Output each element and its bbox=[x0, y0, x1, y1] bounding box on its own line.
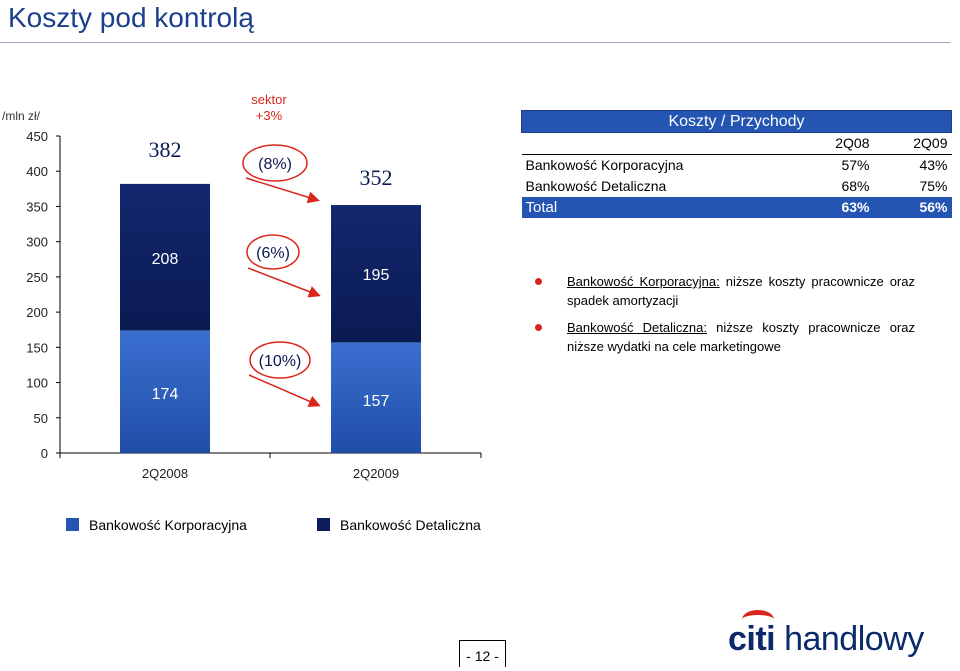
unit-label: /mln zł/ bbox=[2, 109, 41, 123]
change-arrow bbox=[245, 177, 320, 204]
y-tick-label: 250 bbox=[26, 270, 48, 285]
page-number: - 12 - bbox=[459, 640, 506, 667]
title-divider bbox=[0, 42, 950, 43]
corporate-change-oval bbox=[249, 341, 311, 379]
total-label: Total bbox=[521, 197, 796, 218]
legend-swatch bbox=[66, 518, 79, 531]
list-item: Bankowość Detaliczna: niższe koszty prac… bbox=[535, 318, 915, 356]
legend-swatch bbox=[317, 518, 330, 531]
legend-label: Bankowość Detaliczna bbox=[340, 517, 481, 533]
row-label: Bankowość Detaliczna bbox=[525, 178, 667, 194]
total-value: 63% bbox=[795, 197, 874, 218]
list-item: Bankowość Korporacyjna: niższe koszty pr… bbox=[535, 272, 915, 310]
bullet-lead: Bankowość Detaliczna: bbox=[567, 320, 707, 335]
x-tick-label: 2Q2008 bbox=[142, 466, 188, 481]
y-tick-label: 450 bbox=[26, 129, 48, 144]
total-change-label: (8%) bbox=[258, 156, 292, 173]
x-axis: 2Q2008 2Q2009 bbox=[59, 452, 482, 481]
page-title: Koszty pod kontrolą bbox=[8, 2, 254, 33]
x-tick-label: 2Q2009 bbox=[353, 466, 399, 481]
table-row: Bankowość Korporacyjna 57% 43% bbox=[522, 155, 952, 177]
y-tick-label: 200 bbox=[26, 305, 48, 320]
y-tick-label: 400 bbox=[26, 164, 48, 179]
row-value: 68% bbox=[841, 178, 870, 194]
bullet-text: niższe koszty pracownicze oraz niższe wy… bbox=[567, 320, 915, 354]
bar-total-label: 352 bbox=[360, 165, 393, 190]
total-value: 56% bbox=[873, 197, 952, 218]
legend-label: Bankowość Korporacyjna bbox=[89, 517, 247, 533]
logo-name: handlowy bbox=[775, 620, 924, 658]
table-total-row: Total 63% 56% bbox=[521, 197, 952, 218]
bar-data-label: 174 bbox=[152, 386, 179, 403]
bar-segment-retail bbox=[331, 205, 421, 343]
y-tick-label: 350 bbox=[26, 199, 48, 214]
row-value: 75% bbox=[919, 178, 948, 194]
bullet-text: niższe koszty pracownicze oraz spadek am… bbox=[567, 274, 915, 308]
sector-change: +3% bbox=[256, 108, 283, 123]
bars-group: 174 208 382 157 195 352 bbox=[120, 137, 421, 453]
change-arrow bbox=[248, 374, 321, 407]
table-col-header: 2Q08 bbox=[795, 132, 874, 155]
citi-handlowy-logo: citi handlowy bbox=[728, 610, 924, 659]
table-title: Koszty / Przychody bbox=[521, 110, 952, 133]
cost-income-table: Koszty / Przychody 2Q08 2Q09 Bankowość K… bbox=[521, 110, 952, 218]
row-value: 57% bbox=[841, 157, 870, 173]
corporate-change-label: (10%) bbox=[259, 353, 302, 370]
annotations-group: sektor+3% (8%) (6%) (10%) bbox=[242, 92, 321, 407]
y-axis: 0 50 100 150 200 250 300 350 400 450 bbox=[26, 129, 61, 461]
change-arrow bbox=[247, 267, 321, 298]
row-value: 43% bbox=[919, 157, 948, 173]
retail-change-oval bbox=[246, 234, 300, 270]
retail-change-label: (6%) bbox=[256, 245, 290, 262]
total-change-oval bbox=[242, 144, 308, 182]
bullet-lead: Bankowość Korporacyjna: bbox=[567, 274, 720, 289]
y-tick-label: 0 bbox=[41, 446, 48, 461]
y-tick-label: 50 bbox=[34, 411, 48, 426]
bar-segment-retail bbox=[120, 183, 210, 331]
table-row: Bankowość Detaliczna 68% 75% bbox=[522, 176, 952, 197]
bar-segment-corporate bbox=[120, 330, 210, 453]
row-label: Bankowość Korporacyjna bbox=[525, 157, 684, 173]
logo-arc-icon bbox=[742, 610, 774, 629]
bar-data-label: 208 bbox=[152, 251, 179, 268]
bar-data-label: 157 bbox=[363, 393, 390, 410]
sector-label: sektor bbox=[251, 92, 287, 107]
bar-total-label: 382 bbox=[149, 137, 182, 162]
commentary-list: Bankowość Korporacyjna: niższe koszty pr… bbox=[535, 272, 915, 364]
bar-segment-corporate bbox=[331, 342, 421, 453]
y-tick-label: 150 bbox=[26, 340, 48, 355]
legend-item-retail: Bankowość Detaliczna bbox=[317, 517, 481, 533]
bar-data-label: 195 bbox=[363, 267, 390, 284]
legend-item-corporate: Bankowość Korporacyjna bbox=[66, 517, 247, 533]
bullet-dot-icon bbox=[535, 278, 542, 285]
bullet-dot-icon bbox=[535, 324, 542, 331]
table-col-header: 2Q09 bbox=[873, 132, 952, 155]
y-tick-label: 300 bbox=[26, 235, 48, 250]
y-tick-label: 100 bbox=[26, 376, 48, 391]
table-header-blank bbox=[521, 132, 796, 155]
